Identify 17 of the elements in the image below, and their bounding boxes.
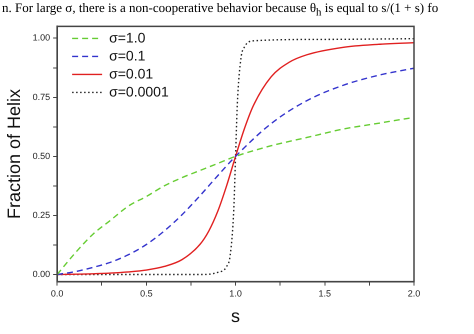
y-tick-label: 0.75: [32, 92, 50, 102]
y-tick-label: 0.00: [32, 268, 50, 279]
y-tick-label: 0.50: [32, 150, 50, 161]
x-tick-label: 1.0: [229, 288, 242, 298]
x-tick-label: 0.0: [50, 288, 64, 298]
legend-label: σ=0.1: [109, 47, 146, 64]
legend-label: σ=0.01: [109, 65, 154, 82]
x-tick-label: 2.0: [408, 288, 420, 298]
x-tick-label: 1.5: [318, 288, 332, 298]
y-axis-title: Fraction of Helix: [4, 88, 24, 220]
x-tick-label: 0.5: [140, 288, 153, 298]
y-tick-label: 0.25: [32, 210, 50, 220]
legend-label: σ=0.0001: [109, 83, 169, 100]
x-axis-title: s: [231, 306, 240, 326]
y-tick-label: 1.00: [32, 32, 50, 43]
text: n. For large σ, there is a non-cooperative behavior because θ$_{h}$ is equal to s/(1 + s) fo: [1, 0, 440, 19]
legend-label: σ=1.0: [109, 29, 146, 46]
